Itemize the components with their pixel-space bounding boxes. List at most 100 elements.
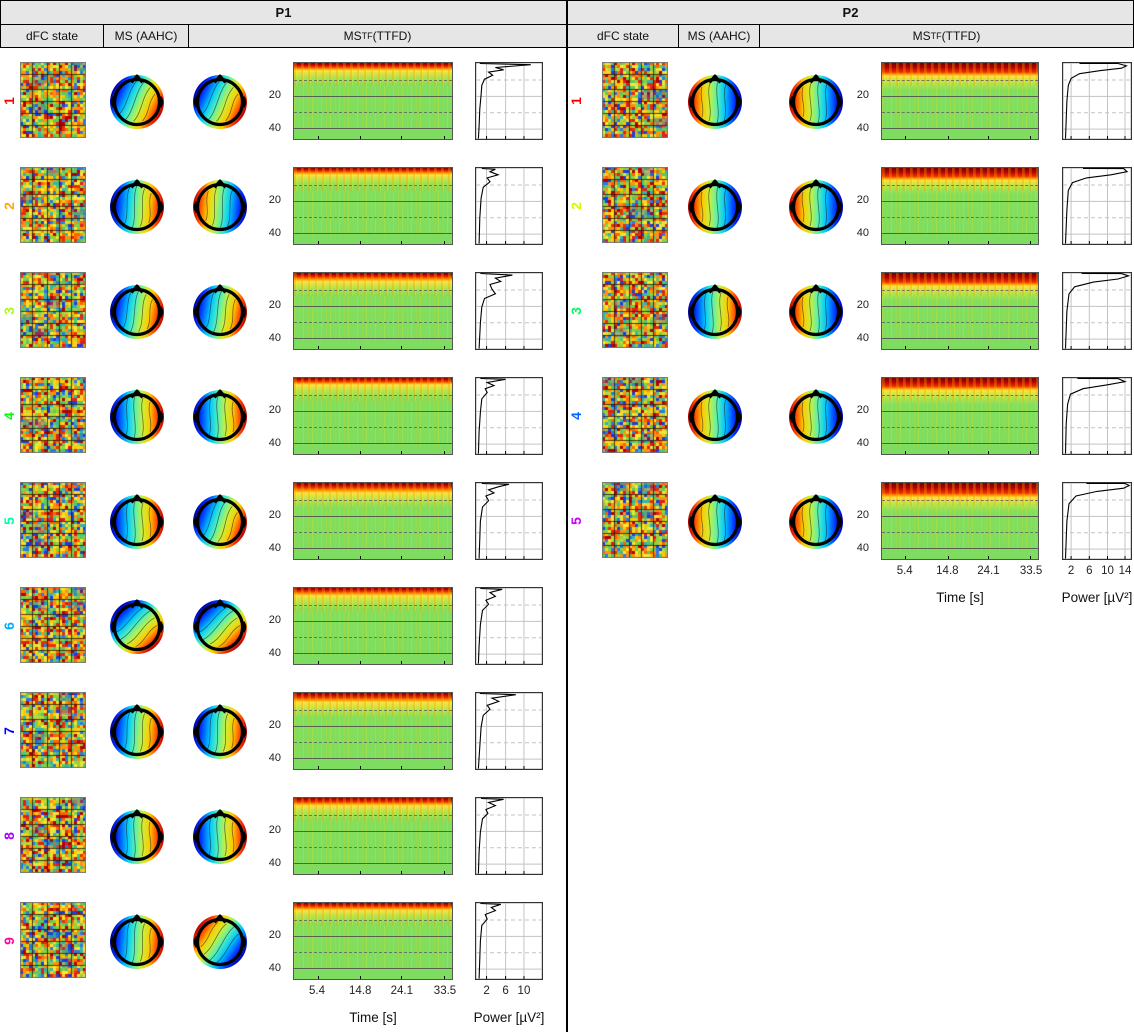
freq-tick-label: 20 bbox=[856, 194, 869, 207]
tf-spectrogram bbox=[293, 692, 453, 770]
column-header-ms-aahc: MS (AAHC) bbox=[679, 24, 760, 47]
left-ear-icon bbox=[110, 726, 116, 738]
topomap-ms-aahc bbox=[110, 389, 164, 444]
nose-icon bbox=[708, 74, 722, 84]
panel-divider bbox=[566, 0, 568, 1032]
head-outline bbox=[195, 287, 245, 337]
right-ear-icon bbox=[241, 201, 247, 213]
topomap-ms-aahc bbox=[688, 179, 742, 234]
power-tick-label: 2 bbox=[483, 985, 490, 997]
left-ear-icon bbox=[789, 411, 795, 423]
left-ear-icon bbox=[193, 96, 199, 108]
head-outline bbox=[112, 497, 162, 547]
nose-icon bbox=[130, 179, 144, 189]
power-spectrum-plot bbox=[475, 167, 543, 245]
tf-spectrogram bbox=[293, 167, 453, 245]
tf-spectrogram bbox=[881, 377, 1039, 455]
gridline-40hz bbox=[294, 128, 452, 130]
topo-field bbox=[110, 495, 164, 549]
left-ear-icon bbox=[789, 96, 795, 108]
nose-icon bbox=[708, 284, 722, 294]
head-outline bbox=[112, 287, 162, 337]
gridline-20hz bbox=[294, 726, 452, 728]
power-curve bbox=[477, 797, 504, 874]
gridline-40hz bbox=[882, 338, 1038, 340]
state-label: 3 bbox=[1, 307, 17, 315]
nose-icon bbox=[213, 599, 227, 609]
topomap-mstf-ttfd bbox=[789, 494, 843, 549]
freq-tick-label: 40 bbox=[856, 332, 869, 345]
power-curve bbox=[477, 62, 531, 139]
state-label: 4 bbox=[1, 412, 17, 420]
contour-lines bbox=[801, 185, 828, 229]
topo-field bbox=[110, 390, 164, 444]
contour-lines bbox=[124, 185, 152, 228]
power-spectrum-plot bbox=[475, 62, 543, 140]
power-curve bbox=[478, 902, 501, 979]
gridline-40hz bbox=[882, 128, 1038, 130]
time-tick-mark bbox=[444, 871, 446, 874]
right-ear-icon bbox=[736, 516, 742, 528]
topomap-ms-aahc bbox=[688, 494, 742, 549]
nose-icon bbox=[130, 494, 144, 504]
freq-tick-label: 40 bbox=[268, 437, 281, 450]
tf-spectrogram bbox=[881, 167, 1039, 245]
gridline-30hz bbox=[882, 322, 1038, 324]
contour-lines bbox=[801, 500, 828, 544]
topo-field bbox=[193, 600, 247, 654]
head-outline bbox=[195, 392, 245, 442]
nose-icon bbox=[809, 389, 823, 399]
time-tick-mark bbox=[988, 241, 990, 244]
spectrogram-streaks-mid bbox=[294, 190, 452, 235]
gridline-20hz bbox=[294, 96, 452, 98]
head-outline bbox=[112, 602, 162, 652]
state-label: 5 bbox=[568, 517, 584, 525]
power-axis-title: Power [µV²] bbox=[1061, 590, 1133, 605]
power-curve bbox=[477, 692, 516, 769]
nose-icon bbox=[213, 914, 227, 924]
nose-icon bbox=[708, 494, 722, 504]
time-tick-mark bbox=[444, 661, 446, 664]
topomap-mstf-ttfd bbox=[193, 179, 247, 234]
topo-field bbox=[110, 285, 164, 339]
spectrogram-streaks-mid bbox=[882, 400, 1038, 445]
left-ear-icon bbox=[110, 96, 116, 108]
power-spectrum-plot bbox=[475, 587, 543, 665]
time-tick-mark bbox=[360, 871, 362, 874]
right-ear-icon bbox=[241, 831, 247, 843]
left-ear-icon bbox=[110, 201, 116, 213]
time-tick-mark bbox=[905, 136, 907, 139]
power-spectrum-plot bbox=[475, 902, 543, 980]
power-spectrum-plot bbox=[1062, 377, 1132, 455]
spectrogram-streaks-top bbox=[294, 168, 452, 191]
gridline-40hz bbox=[882, 233, 1038, 235]
time-tick-mark bbox=[905, 556, 907, 559]
gridline-40hz bbox=[294, 338, 452, 340]
power-curve bbox=[477, 587, 503, 664]
nose-icon bbox=[213, 284, 227, 294]
gridline-30hz bbox=[882, 217, 1038, 219]
dfc-state-matrix bbox=[20, 797, 86, 873]
time-tick-mark bbox=[947, 241, 949, 244]
topomap-mstf-ttfd bbox=[789, 284, 843, 339]
left-ear-icon bbox=[193, 726, 199, 738]
time-tick-mark bbox=[401, 241, 403, 244]
topo-field bbox=[688, 75, 742, 129]
left-ear-icon bbox=[688, 411, 694, 423]
time-tick-mark bbox=[317, 136, 319, 139]
contour-lines bbox=[700, 500, 727, 544]
topomap-mstf-ttfd bbox=[789, 179, 843, 234]
nose-icon bbox=[809, 494, 823, 504]
state-label: 2 bbox=[568, 202, 584, 210]
gridline-10hz bbox=[294, 500, 452, 502]
spectrogram-streaks-mid bbox=[294, 610, 452, 655]
nose-icon bbox=[809, 179, 823, 189]
power-spectrum-plot bbox=[1062, 167, 1132, 245]
gridline-10hz bbox=[294, 80, 452, 82]
left-ear-icon bbox=[193, 936, 199, 948]
topomap-mstf-ttfd bbox=[193, 809, 247, 864]
topomap-ms-aahc bbox=[110, 809, 164, 864]
tf-spectrogram bbox=[881, 62, 1039, 140]
gridline-20hz bbox=[882, 411, 1038, 413]
power-plot-frame bbox=[1062, 167, 1132, 245]
